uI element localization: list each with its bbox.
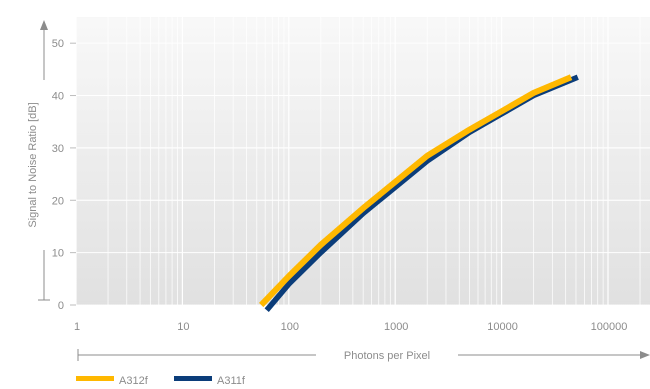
x-axis-arrow — [640, 351, 650, 359]
x-tick-label: 1000 — [384, 321, 408, 333]
series-layer — [259, 74, 579, 312]
y-axis-title: Signal to Noise Ratio [dB] — [27, 102, 39, 227]
x-axis-title: Photons per Pixel — [344, 350, 430, 362]
x-tick-label: 10 — [177, 321, 189, 333]
x-tick-label: 100000 — [591, 321, 628, 333]
y-tick-label: 20 — [52, 195, 64, 207]
series-line-a312f — [259, 74, 573, 308]
axes — [38, 20, 650, 361]
y-tick-label: 10 — [52, 248, 64, 260]
y-tick-label: 0 — [58, 300, 64, 312]
y-tick-label: 50 — [52, 38, 64, 50]
legend-swatch — [76, 376, 114, 381]
y-tick-label: 40 — [52, 91, 64, 103]
y-tick-label: 30 — [52, 143, 64, 155]
legend-swatch — [174, 376, 212, 381]
tick-labels: 0 10 20 30 40 50 1 10 100 1000 10000 100000 Signal t… — [27, 38, 627, 362]
x-tick-label: 1 — [74, 321, 80, 333]
legend: A312f A311f — [76, 375, 246, 387]
x-tick-label: 10000 — [487, 321, 518, 333]
legend-label: A312f — [119, 375, 149, 387]
grid — [75, 17, 650, 306]
x-tick-label: 100 — [281, 321, 299, 333]
legend-label: A311f — [217, 375, 246, 387]
y-axis-arrow — [40, 20, 48, 30]
